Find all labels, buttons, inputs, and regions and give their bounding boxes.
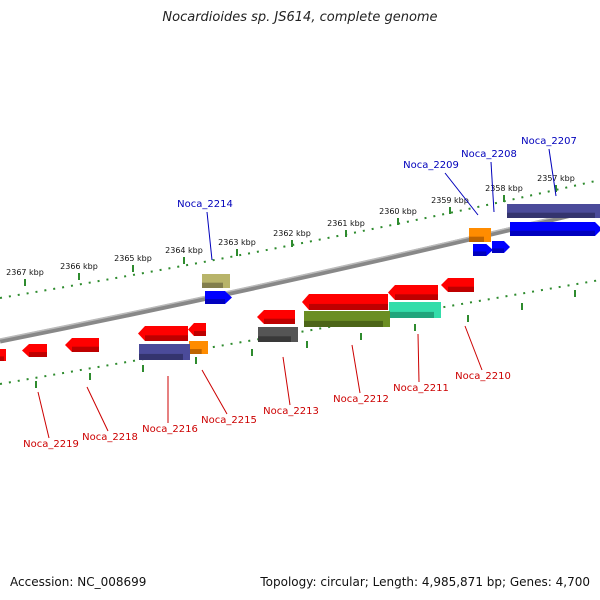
leader-line: [86, 386, 109, 432]
gene-noca-2209[interactable]: [469, 228, 491, 242]
tick-label: 2366 kbp: [60, 262, 98, 271]
gene-label[interactable]: Noca_2208: [461, 149, 517, 160]
gene-noca-2218[interactable]: [65, 338, 99, 352]
gene-label[interactable]: Noca_2219: [23, 439, 79, 450]
gene-noca-2215-feature[interactable]: [189, 341, 208, 354]
gene-label[interactable]: Noca_2207: [521, 136, 577, 147]
gene-label[interactable]: Noca_2215: [201, 415, 257, 426]
gene-noca-2214-feature[interactable]: [202, 274, 230, 288]
inner-scale: [0, 279, 600, 385]
leader-line: [206, 211, 213, 261]
gene-label[interactable]: Noca_2209: [403, 160, 459, 171]
leader-line: [490, 161, 495, 213]
gene-noca-2216[interactable]: [138, 326, 188, 341]
gene-noca-2207-feature[interactable]: [507, 204, 600, 218]
gene-noca-2208b[interactable]: [473, 244, 493, 256]
gene-noca-2207[interactable]: [510, 222, 600, 236]
leader-line: [417, 333, 420, 383]
gene-label[interactable]: Noca_2218: [82, 432, 138, 443]
gene-noca-2216-feature[interactable]: [139, 344, 190, 360]
gene-noca-2219[interactable]: [22, 344, 47, 357]
gene-noca-2214[interactable]: [205, 291, 232, 304]
genome-stats: Topology: circular; Length: 4,985,871 bp…: [260, 575, 590, 589]
gene-noca-2213[interactable]: [257, 310, 295, 324]
accession-text: Accession: NC_008699: [10, 575, 147, 589]
gene-noca-2211-feature[interactable]: [389, 302, 441, 318]
gene-label[interactable]: Noca_2214: [177, 199, 233, 210]
gene-label[interactable]: Noca_2216: [142, 424, 198, 435]
tick-label: 2357 kbp: [537, 174, 575, 183]
gene-noca-2212-feature[interactable]: [304, 311, 390, 327]
tick-label: 2358 kbp: [485, 184, 523, 193]
gene-edge[interactable]: [0, 349, 6, 361]
tick-label: 2359 kbp: [431, 196, 469, 205]
tick-label: 2360 kbp: [379, 207, 417, 216]
leader-line: [444, 172, 479, 216]
tick-label: 2364 kbp: [165, 246, 203, 255]
gene-noca-2215[interactable]: [188, 323, 206, 336]
gene-noca-2212[interactable]: [302, 294, 388, 310]
tick-label: 2362 kbp: [273, 229, 311, 238]
gene-label[interactable]: Noca_2213: [263, 406, 319, 417]
gene-noca-2211[interactable]: [388, 285, 438, 300]
gene-label[interactable]: Noca_2211: [393, 383, 449, 394]
genome-title: Nocardioides sp. JS614, complete genome: [162, 10, 438, 25]
gene-noca-2213-feature[interactable]: [258, 327, 298, 342]
leader-line: [282, 356, 291, 406]
leader-line: [37, 391, 50, 439]
tick-label: 2367 kbp: [6, 268, 44, 277]
gene-label[interactable]: Noca_2212: [333, 394, 389, 405]
gene-noca-2208[interactable]: [492, 241, 510, 253]
tick-label: 2363 kbp: [218, 238, 256, 247]
gene-noca-2210[interactable]: [441, 278, 474, 292]
gene-label[interactable]: Noca_2210: [455, 371, 511, 382]
leader-line: [351, 344, 361, 394]
tick-label: 2361 kbp: [327, 219, 365, 228]
leader-line: [201, 369, 228, 415]
leader-line: [548, 148, 557, 197]
tick-label: 2365 kbp: [114, 254, 152, 263]
leader-line: [464, 325, 483, 371]
